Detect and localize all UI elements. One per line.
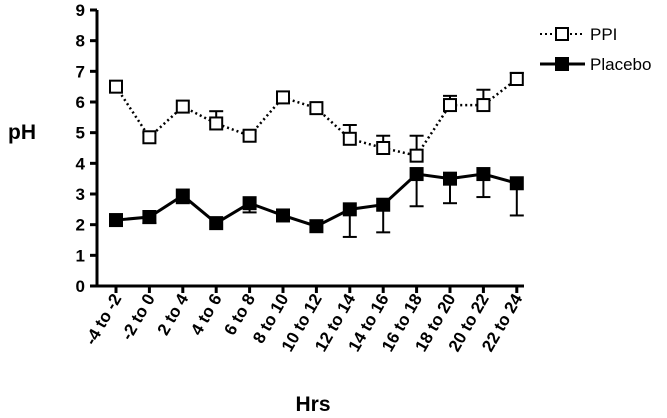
data-point-ppi	[476, 98, 491, 113]
legend-label-placebo: Placebo	[590, 55, 651, 74]
y-tick-label: 3	[76, 185, 85, 204]
y-axis-title: pH	[8, 121, 36, 144]
series-line-ppi	[114, 78, 518, 158]
y-tick-label: 1	[76, 246, 85, 265]
data-point-placebo	[309, 219, 324, 234]
y-tick-label: 2	[76, 216, 85, 235]
x-axis-title: Hrs	[295, 393, 330, 416]
data-point-ppi	[142, 130, 157, 145]
series-placebo	[109, 167, 524, 238]
data-point-ppi	[209, 116, 224, 131]
data-point-ppi	[276, 90, 290, 105]
data-point-placebo	[175, 188, 190, 203]
data-point-placebo	[443, 171, 457, 186]
data-point-placebo	[476, 167, 491, 182]
data-point-placebo	[342, 202, 357, 217]
series-layer	[109, 71, 524, 238]
data-point-ppi	[309, 101, 324, 116]
y-tick-label: 7	[76, 62, 85, 81]
data-point-ppi	[376, 141, 391, 155]
y-tick-label: 8	[76, 32, 85, 51]
y-tick-label: 5	[76, 124, 85, 143]
data-point-ppi	[242, 128, 257, 143]
legend-marker-ppi	[555, 27, 569, 41]
series-ppi	[109, 71, 524, 163]
error-bars-placebo	[142, 174, 524, 238]
data-point-placebo	[242, 196, 257, 211]
data-point-ppi	[409, 148, 424, 163]
y-tick-label: 9	[76, 1, 85, 20]
data-point-placebo	[276, 208, 290, 223]
error-bars-ppi	[142, 71, 524, 156]
legend: PPI Placebo	[540, 25, 651, 74]
data-point-placebo	[376, 197, 391, 212]
data-point-placebo	[142, 210, 157, 224]
y-tick-label: 4	[76, 154, 86, 173]
data-point-placebo	[509, 176, 524, 191]
y-tick-label: 0	[76, 277, 85, 296]
x-tick-label: -2 to 0	[117, 291, 158, 344]
y-tick-label: 6	[76, 93, 85, 112]
data-point-placebo	[109, 213, 123, 228]
data-point-ppi	[509, 72, 524, 86]
data-point-ppi	[109, 79, 123, 94]
data-point-ppi	[175, 99, 190, 114]
legend-item-placebo: Placebo	[540, 55, 651, 74]
data-point-ppi	[443, 98, 457, 113]
legend-marker-placebo	[555, 57, 569, 71]
data-point-placebo	[409, 167, 424, 182]
legend-item-ppi: PPI	[540, 25, 617, 44]
x-tick-label: 4 to 6	[187, 291, 226, 339]
legend-label-ppi: PPI	[590, 25, 617, 44]
data-point-placebo	[209, 216, 224, 231]
x-tick-label: 2 to 4	[154, 290, 193, 338]
x-tick-label: -4 to -2	[81, 291, 125, 349]
data-point-ppi	[342, 131, 357, 146]
